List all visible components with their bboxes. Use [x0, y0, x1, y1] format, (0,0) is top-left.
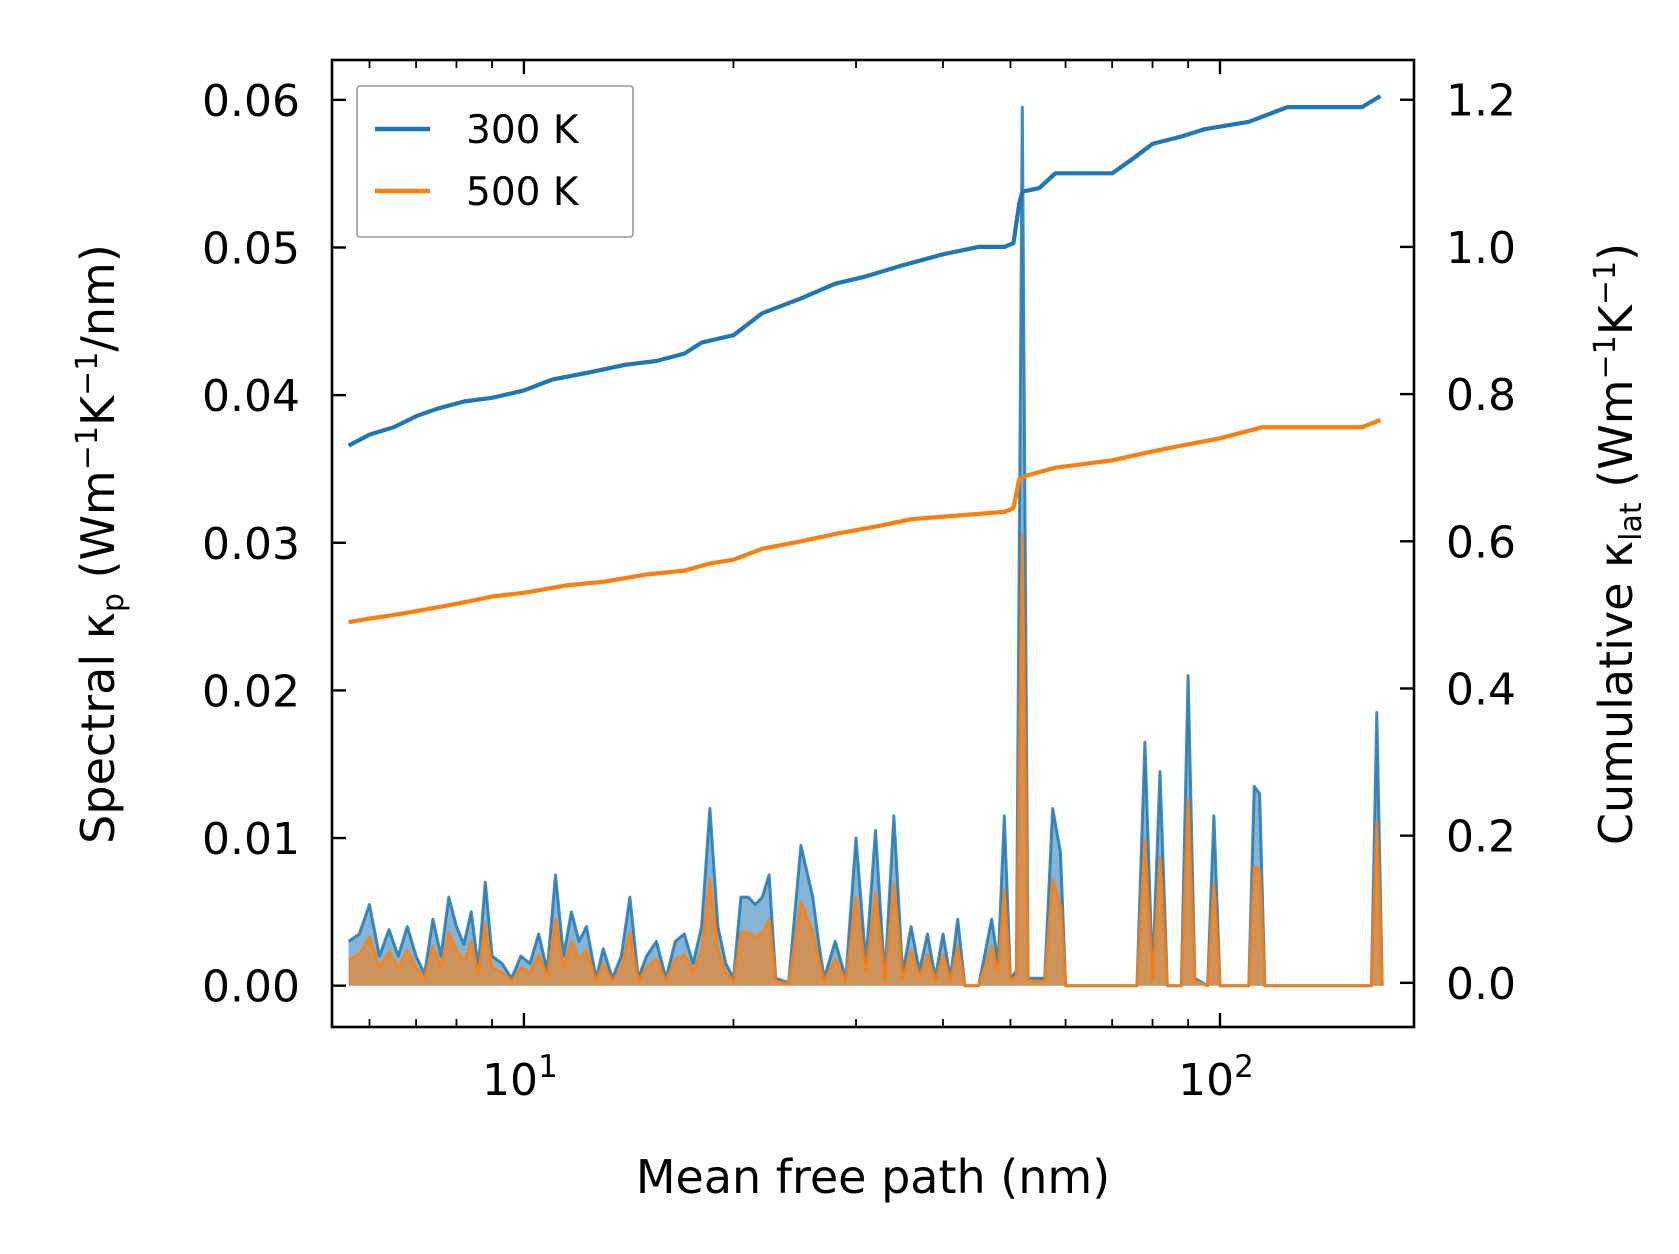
x-tick-label: 102 — [1178, 1049, 1254, 1106]
right-y-axis-label: Cumulative κlat (Wm−1K−1) — [1588, 243, 1649, 845]
x-axis-label: Mean free path (nm) — [636, 1150, 1110, 1204]
left-y-tick-label: 0.04 — [202, 371, 300, 422]
cumulative-line-500k — [348, 417, 1382, 625]
right-y-tick-label: 0.0 — [1446, 959, 1516, 1010]
legend-box — [356, 85, 634, 238]
right-y-tick-label: 0.8 — [1446, 370, 1516, 421]
legend-label-500k: 500 K — [466, 170, 580, 215]
right-y-tick-label: 0.2 — [1446, 812, 1516, 863]
cumulative-line-300k — [347, 94, 1382, 448]
left-y-axis-label: Spectral κp (Wm−1K−1/nm) — [70, 244, 131, 844]
left-y-tick-label: 0.02 — [202, 666, 300, 717]
left-y-tick-label: 0.00 — [202, 962, 300, 1013]
x-tick-label: 101 — [482, 1049, 558, 1106]
legend-label-300k: 300 K — [466, 108, 580, 153]
right-y-tick-label: 1.2 — [1446, 76, 1516, 127]
tick-layer — [332, 60, 1414, 1027]
right-y-tick-label: 1.0 — [1446, 223, 1516, 274]
right-y-tick-label: 0.4 — [1446, 664, 1516, 715]
left-y-tick-label: 0.03 — [202, 519, 300, 570]
left-y-tick-label: 0.06 — [202, 76, 300, 127]
spectral-line-500k — [348, 533, 1384, 988]
left-y-tick-label: 0.05 — [202, 223, 300, 274]
legend: 300 K 500 K — [356, 85, 634, 238]
tick-label-layer: 101 102 0.00 0.01 0.02 0.03 0.04 0.05 0.06 0.0 0.2… — [202, 76, 1516, 1106]
spectral-fill-layer — [347, 105, 1384, 988]
right-y-tick-label: 0.6 — [1446, 517, 1516, 568]
left-y-tick-label: 0.01 — [202, 814, 300, 865]
cumulative-line-layer — [347, 94, 1382, 625]
